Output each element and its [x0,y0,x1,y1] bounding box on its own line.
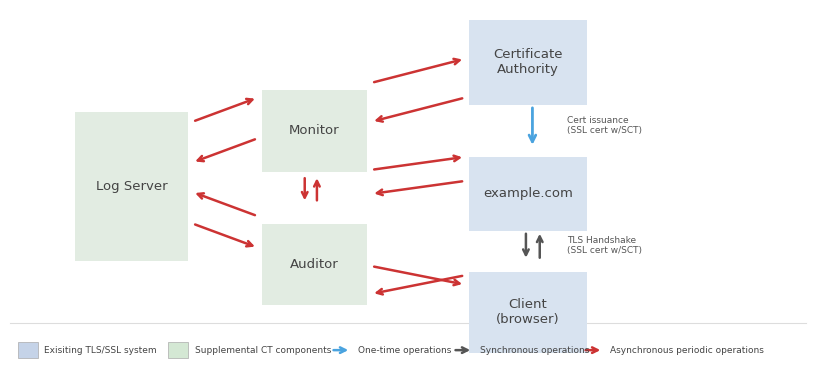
FancyBboxPatch shape [469,157,587,231]
FancyBboxPatch shape [469,20,587,105]
Text: Log Server: Log Server [95,180,167,193]
FancyBboxPatch shape [74,112,188,261]
Text: One-time operations: One-time operations [357,346,451,355]
Text: Asynchronous periodic operations: Asynchronous periodic operations [610,346,764,355]
Text: Exisiting TLS/SSL system: Exisiting TLS/SSL system [45,346,157,355]
FancyBboxPatch shape [18,342,38,358]
FancyBboxPatch shape [168,342,188,358]
FancyBboxPatch shape [262,90,367,172]
Text: example.com: example.com [483,187,573,200]
Text: TLS Handshake
(SSL cert w/SCT): TLS Handshake (SSL cert w/SCT) [566,236,641,256]
Text: Supplemental CT components: Supplemental CT components [195,346,331,355]
Text: Client
(browser): Client (browser) [496,298,560,326]
Text: Certificate
Authority: Certificate Authority [493,48,563,76]
FancyBboxPatch shape [469,272,587,353]
Text: Cert issuance
(SSL cert w/SCT): Cert issuance (SSL cert w/SCT) [566,116,641,135]
Text: Synchronous operations: Synchronous operations [480,346,589,355]
Text: Auditor: Auditor [290,258,339,271]
FancyBboxPatch shape [262,223,367,305]
Text: Monitor: Monitor [289,125,339,138]
